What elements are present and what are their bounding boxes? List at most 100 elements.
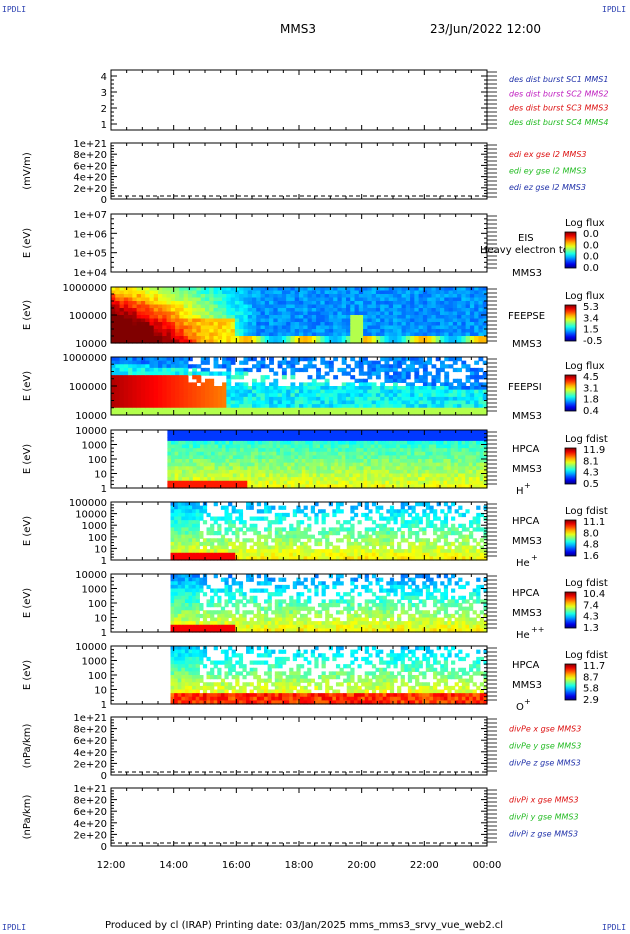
feepsi-cell — [166, 378, 172, 383]
hpca_h-cell — [378, 484, 383, 489]
feepsi-cell — [192, 364, 198, 369]
feepse-cell — [132, 329, 138, 334]
feepsi-cell — [252, 407, 257, 412]
feepsi-cell — [166, 375, 172, 380]
hpca_h-cell — [272, 444, 277, 449]
hpca_h-cell — [232, 459, 237, 464]
feepsi-cell — [252, 382, 257, 387]
hpca_h-cell — [210, 433, 216, 438]
hpca_he-cell — [253, 531, 258, 536]
feepsi-cell — [418, 411, 424, 416]
feepse-cell — [452, 301, 458, 306]
feepse-cell — [469, 322, 475, 327]
hpca_h-cell — [352, 477, 357, 482]
feepsi-cell — [410, 396, 415, 402]
hpca_he-cell — [235, 556, 240, 561]
hpca_he-cell — [353, 538, 359, 543]
feepsi-cell — [427, 404, 433, 409]
feepse-cell — [222, 322, 227, 327]
feepse-cell — [457, 311, 462, 316]
feepsi-cell — [115, 367, 121, 373]
feepse-cell — [316, 290, 321, 295]
hpca_h-cell — [203, 451, 208, 456]
hpca_h-cell — [359, 477, 365, 482]
feepse-cell — [162, 332, 168, 337]
feepsi-cell — [273, 393, 279, 398]
hpca_h-cell — [269, 444, 274, 449]
feepse-cell — [234, 290, 240, 295]
feepse-cell — [196, 290, 202, 295]
hpca_h-cell — [243, 462, 248, 467]
feepse-cell — [140, 297, 146, 302]
feepse-cell — [192, 308, 198, 313]
hpca_h-cell — [210, 462, 216, 467]
hpca_he-cell — [379, 531, 384, 536]
hpca_he-cell — [382, 538, 387, 543]
feepsi-cell — [401, 411, 407, 416]
hpca_h-cell — [298, 437, 303, 442]
feepsi-cell — [350, 367, 356, 373]
hpca_h-cell — [363, 462, 368, 467]
feepsi-cell — [465, 396, 471, 402]
hpca_h-cell — [341, 448, 346, 453]
hpca_h-cell — [298, 484, 303, 489]
feepsi-cell — [230, 389, 236, 394]
feepse-cell — [256, 290, 262, 295]
feepsi-cell — [286, 386, 292, 391]
feepsi-cell — [222, 396, 227, 402]
hpca_he-cell — [411, 520, 416, 525]
hpca_h-cell — [298, 473, 303, 478]
hpca_he-cell — [353, 556, 359, 561]
hpca_h-cell — [425, 437, 430, 442]
hpca_he-cell — [264, 545, 269, 550]
feepse-cell — [158, 290, 163, 295]
feepse-cell — [166, 308, 172, 313]
feepse-cell — [158, 297, 163, 302]
feepsi-cell — [410, 411, 415, 416]
hpca_he-cell — [357, 502, 362, 507]
feepsi-cell — [380, 364, 386, 369]
hpca_he-cell — [476, 516, 481, 521]
hpca_h-cell — [421, 444, 426, 449]
feepsi-cell — [478, 407, 484, 412]
feepsi-cell — [264, 375, 270, 380]
hpca_h-cell — [200, 459, 205, 464]
hpca_h-cell — [345, 444, 350, 449]
hpca_h-cell — [461, 462, 466, 467]
feepsi-cell — [269, 393, 274, 398]
hpca_h-cell — [272, 480, 277, 485]
hpca_he-cell — [289, 527, 294, 532]
feepse-cell — [115, 336, 121, 341]
hpca_h-cell — [341, 433, 346, 438]
hpca_h-cell — [392, 469, 397, 475]
hpca_h-cell — [305, 455, 310, 460]
hpca_h-cell — [261, 437, 267, 442]
hpca_h-cell — [218, 451, 223, 456]
hpca_he-cell — [440, 549, 445, 554]
feepsi-cell — [444, 371, 450, 376]
feepsi-cell — [290, 400, 296, 405]
hpca_h-cell — [312, 477, 317, 482]
feepse-cell — [388, 325, 394, 330]
feepse-cell — [465, 290, 471, 295]
hpca_he-cell — [379, 549, 384, 554]
feepse-cell — [226, 311, 232, 316]
feepse-cell — [115, 315, 121, 320]
hpca_he-cell — [317, 549, 323, 554]
hpca_h-cell — [468, 473, 474, 478]
feepse-cell — [418, 290, 424, 295]
feepsi-cell — [290, 411, 296, 416]
feepsi-cell — [179, 386, 185, 391]
hpca_h-cell — [479, 473, 484, 478]
eis-colorbar-tick: 0.0 — [583, 263, 599, 274]
feepse-cell — [290, 339, 296, 344]
feepse-cell — [474, 339, 480, 344]
hpca_h-cell — [338, 448, 343, 453]
feepse-cell — [410, 301, 415, 306]
hpca_h-cell — [330, 459, 336, 464]
hpca_he-cell — [476, 552, 481, 557]
hpca_he-cell — [260, 556, 265, 561]
feepse-cell — [222, 339, 227, 344]
feepse-cell — [375, 287, 381, 292]
hpca_h-cell — [338, 473, 343, 478]
